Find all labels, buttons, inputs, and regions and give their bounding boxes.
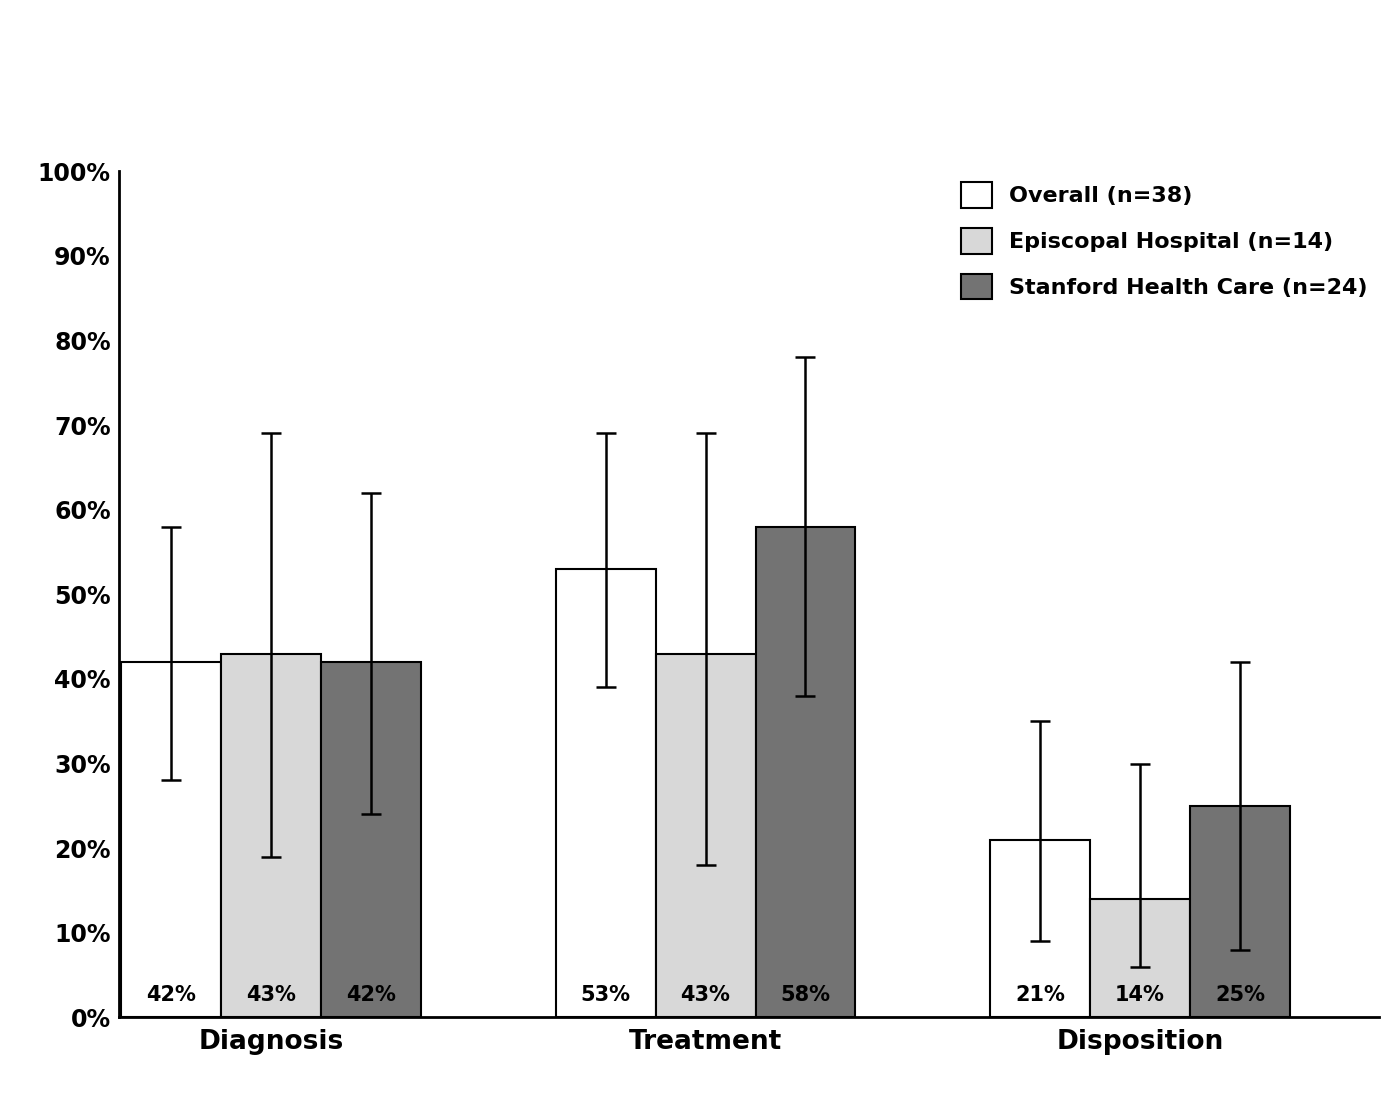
- Text: 14%: 14%: [1114, 985, 1165, 1005]
- Text: 43%: 43%: [680, 985, 731, 1005]
- Legend: Overall (n=38), Episcopal Hospital (n=14), Stanford Health Care (n=24): Overall (n=38), Episcopal Hospital (n=14…: [960, 182, 1368, 299]
- Bar: [321, 662, 421, 1017]
- Text: 58%: 58%: [780, 985, 830, 1005]
- Bar: [756, 527, 855, 1017]
- Text: 21%: 21%: [1015, 985, 1065, 1005]
- Bar: [990, 840, 1091, 1017]
- Bar: [655, 654, 756, 1017]
- Bar: [1091, 898, 1190, 1017]
- Text: 43%: 43%: [246, 985, 295, 1005]
- Bar: [122, 662, 221, 1017]
- Bar: [556, 569, 655, 1017]
- Text: 25%: 25%: [1215, 985, 1266, 1005]
- Text: 42%: 42%: [146, 985, 196, 1005]
- Bar: [221, 654, 321, 1017]
- Text: 53%: 53%: [581, 985, 630, 1005]
- Text: 42%: 42%: [346, 985, 396, 1005]
- Bar: [1190, 806, 1289, 1017]
